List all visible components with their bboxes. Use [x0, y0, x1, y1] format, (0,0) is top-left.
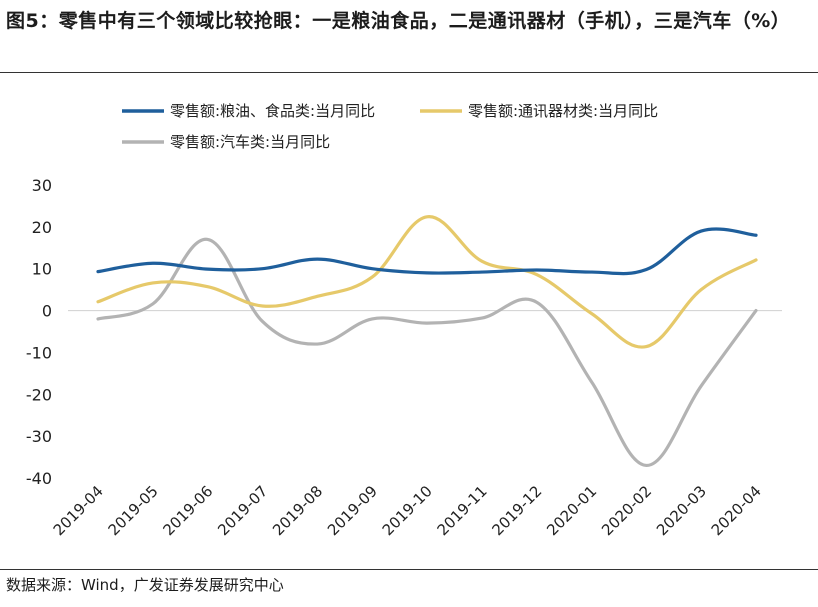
x-tick-label: 2019-11	[434, 482, 491, 539]
x-axis: 2019-042019-052019-062019-072019-082019-…	[50, 482, 765, 539]
legend-label: 零售额:汽车类:当月同比	[170, 133, 330, 151]
y-tick-label: 30	[32, 176, 52, 195]
series-line-2	[96, 215, 758, 349]
x-tick-label: 2020-01	[543, 482, 600, 539]
y-tick-label: -30	[26, 427, 52, 446]
y-axis: 30 20 10 0 -10 -20 -30 -40	[26, 176, 52, 488]
y-tick-label: -20	[26, 385, 52, 404]
figure-title: 图5：零售中有三个领域比较抢眼：一是粮油食品，二是通讯器材（手机），三是汽车（%…	[6, 10, 791, 32]
series-line-3	[96, 237, 758, 468]
chart-area: 零售额:粮油、食品类:当月同比 零售额:通讯器材类:当月同比零售额:汽车类:当月同…	[0, 74, 818, 568]
series-line-1	[96, 227, 758, 276]
source-note: 数据来源：Wind，广发证券发展研究中心	[6, 576, 284, 594]
x-tick-label: 2019-12	[488, 482, 545, 539]
x-tick-label: 2020-03	[653, 482, 710, 539]
x-tick-label: 2019-04	[50, 482, 107, 539]
chart-legend: 零售额:粮油、食品类:当月同比 零售额:通讯器材类:当月同比零售额:汽车类:当月同…	[122, 102, 658, 151]
x-tick-label: 2019-05	[105, 482, 162, 539]
chart-series	[96, 215, 758, 468]
x-tick-label: 2019-09	[324, 482, 381, 539]
x-tick-label: 2019-07	[214, 482, 271, 539]
legend-label: 零售额:通讯器材类:当月同比	[468, 102, 658, 120]
y-tick-label: 10	[32, 260, 52, 279]
y-tick-label: 20	[32, 218, 52, 237]
x-tick-label: 2019-06	[159, 482, 216, 539]
x-tick-label: 2019-10	[379, 482, 436, 539]
legend-label: 零售额:粮油、食品类:当月同比	[170, 102, 375, 120]
x-tick-label: 2020-04	[708, 482, 765, 539]
line-chart: 零售额:粮油、食品类:当月同比 零售额:通讯器材类:当月同比零售额:汽车类:当月同…	[26, 102, 782, 539]
y-tick-label: -10	[26, 343, 52, 362]
y-tick-label: -40	[26, 469, 52, 488]
title-divider	[0, 72, 818, 73]
y-tick-label: 0	[42, 302, 52, 321]
x-tick-label: 2019-08	[269, 482, 326, 539]
footer-divider	[0, 569, 818, 570]
x-tick-label: 2020-02	[598, 482, 655, 539]
